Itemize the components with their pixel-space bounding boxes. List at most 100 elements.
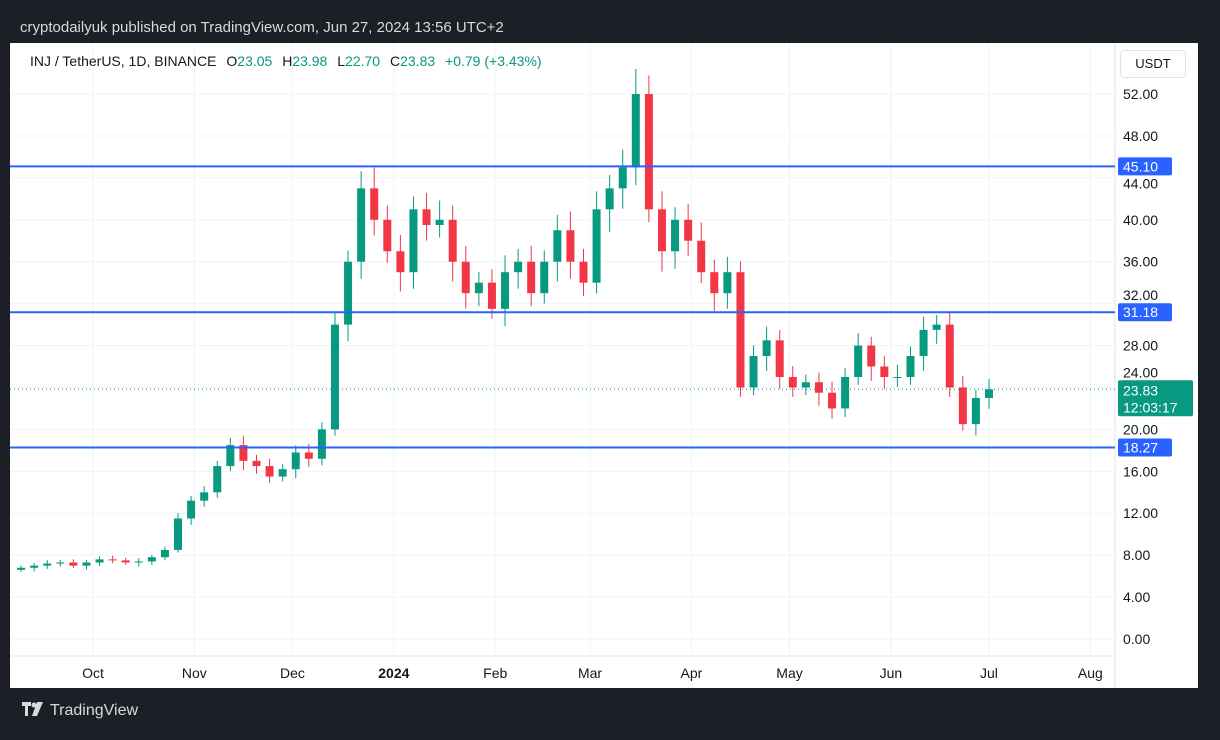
candle-up xyxy=(291,452,300,470)
candle-up xyxy=(226,445,235,467)
x-tick-label: Aug xyxy=(1078,665,1103,681)
level-badge xyxy=(1118,157,1172,176)
candle-up xyxy=(409,209,418,273)
candle-up xyxy=(30,565,39,568)
candle-down xyxy=(867,345,876,367)
y-tick-label: 28.00 xyxy=(1123,338,1158,354)
candle-down xyxy=(304,452,313,459)
footer: TradingView xyxy=(22,700,138,721)
candle-down xyxy=(461,261,470,294)
x-tick-label: Jun xyxy=(880,665,903,681)
y-tick-label: 8.00 xyxy=(1123,547,1150,563)
x-tick-label: Feb xyxy=(483,665,507,681)
currency-button[interactable]: USDT xyxy=(1120,50,1186,78)
y-tick-label: 48.00 xyxy=(1123,128,1158,144)
candle-up xyxy=(801,382,810,388)
candle-up xyxy=(344,261,353,325)
candle-up xyxy=(906,356,915,377)
candle-down xyxy=(383,219,392,252)
candle-down xyxy=(828,392,837,409)
tradingview-logo-icon xyxy=(22,700,44,721)
x-tick-label: May xyxy=(776,665,802,681)
y-tick-label: 12.00 xyxy=(1123,505,1158,521)
y-tick-label: 32.00 xyxy=(1123,287,1158,303)
candle-down xyxy=(108,559,117,561)
candle-up xyxy=(631,94,640,168)
y-tick-label: 52.00 xyxy=(1123,86,1158,102)
candle-down xyxy=(566,230,575,262)
candle-up xyxy=(56,562,65,564)
x-tick-label: Nov xyxy=(182,665,207,681)
candle-down xyxy=(684,219,693,241)
candle-down xyxy=(657,209,666,252)
candle-up xyxy=(82,562,91,566)
candle-up xyxy=(841,377,850,409)
y-tick-label: 24.00 xyxy=(1123,364,1158,380)
x-tick-label: Dec xyxy=(280,665,305,681)
candle-down xyxy=(265,466,274,477)
y-tick-label: 20.00 xyxy=(1123,421,1158,437)
change-value: +0.79 (+3.43%) xyxy=(445,53,542,69)
candle-down xyxy=(370,188,379,220)
candle-up xyxy=(474,282,483,294)
publisher-info: cryptodailyuk published on TradingView.c… xyxy=(20,19,504,36)
candle-up xyxy=(671,219,680,252)
x-tick-label: Apr xyxy=(681,665,703,681)
candle-up xyxy=(174,518,183,550)
candle-up xyxy=(317,429,326,459)
candle-down xyxy=(880,366,889,377)
candle-up xyxy=(187,500,196,519)
candle-up xyxy=(160,549,169,558)
candle-up xyxy=(749,356,758,388)
close-value: 23.83 xyxy=(400,53,436,69)
last-price-badge xyxy=(1118,380,1193,417)
y-tick-label: 44.00 xyxy=(1123,175,1158,191)
candle-up xyxy=(618,167,627,189)
level-label: 31.18 xyxy=(1123,304,1158,320)
candle-up xyxy=(357,188,366,262)
open-value: 23.05 xyxy=(237,53,273,69)
candle-up xyxy=(919,329,928,357)
x-tick-label: Mar xyxy=(578,665,602,681)
candle-up xyxy=(435,219,444,226)
candle-down xyxy=(736,272,745,388)
candle-up xyxy=(592,209,601,283)
candle-down xyxy=(69,562,78,566)
level-label: 45.10 xyxy=(1123,158,1158,174)
candle-up xyxy=(95,559,104,563)
y-tick-label: 0.00 xyxy=(1123,631,1150,647)
candle-up xyxy=(17,567,26,570)
candle-down xyxy=(252,460,261,467)
candle-up xyxy=(762,340,771,357)
candle-up xyxy=(200,492,209,501)
candle-down xyxy=(579,261,588,283)
y-tick-label: 36.00 xyxy=(1123,254,1158,270)
brand-name: TradingView xyxy=(50,701,139,719)
candle-up xyxy=(213,466,222,493)
x-tick-label: Jul xyxy=(980,665,998,681)
level-badge xyxy=(1118,303,1172,322)
candle-up xyxy=(553,230,562,262)
candle-up xyxy=(932,324,941,330)
chart-panel[interactable]: 0.00 4.00 8.00 12.00 16.00 20.00 24.00 28.00 32.… xyxy=(10,43,1198,688)
candle-down xyxy=(121,560,130,563)
candle-down xyxy=(697,240,706,273)
y-tick-label: 40.00 xyxy=(1123,212,1158,228)
y-tick-label: 4.00 xyxy=(1123,589,1150,605)
candle-down xyxy=(814,382,823,393)
candle-up xyxy=(501,272,510,309)
candle-down xyxy=(487,282,496,309)
candlestick-chart[interactable]: 0.00 4.00 8.00 12.00 16.00 20.00 24.00 28.00 32.… xyxy=(10,43,1198,688)
candle-up xyxy=(43,563,52,566)
candle-up xyxy=(605,188,614,210)
high-value: 23.98 xyxy=(292,53,328,69)
candle-down xyxy=(788,377,797,388)
candle-down xyxy=(239,445,248,461)
candle-up xyxy=(147,557,156,562)
candle-down xyxy=(644,94,653,210)
candle-up xyxy=(514,261,523,273)
candle-up xyxy=(984,389,993,398)
symbol-legend: INJ / TetherUS, 1D, BINANCE O23.05 H23.9… xyxy=(30,53,542,69)
symbol-label: INJ / TetherUS, 1D, BINANCE xyxy=(30,53,217,69)
candle-down xyxy=(422,209,431,226)
